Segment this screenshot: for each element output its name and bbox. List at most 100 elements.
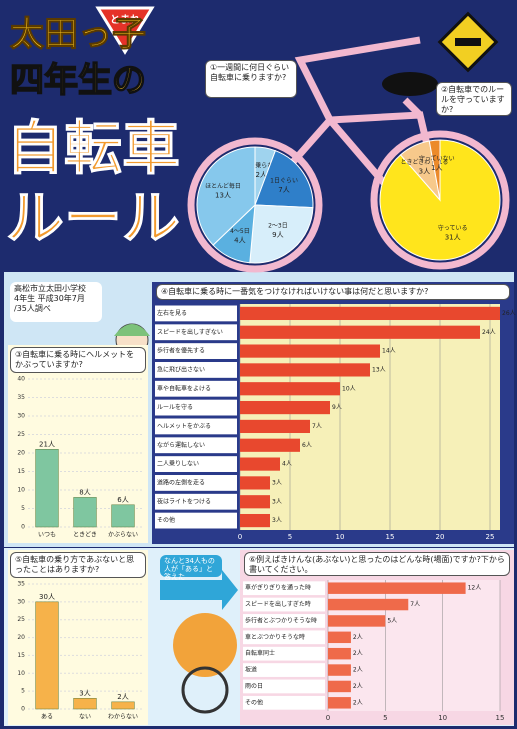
slice-label: 1日ぐらい	[270, 177, 298, 184]
value-label: 13人	[372, 366, 386, 373]
slice-label: 4〜5日	[230, 228, 250, 235]
value-label: 12人	[468, 585, 482, 592]
y-tick-label: 20	[17, 450, 25, 457]
y-tick-label: その他	[157, 516, 175, 524]
bar	[328, 615, 385, 626]
bar	[240, 307, 500, 320]
bar	[328, 697, 351, 708]
bar	[240, 476, 270, 489]
x-tick-label: 0	[326, 714, 330, 722]
slice-value: 3人	[419, 168, 430, 176]
bar	[74, 698, 97, 709]
question: ④自転車に乗る時に一番気をつけなければいけない事は何だと思いますか?	[156, 284, 510, 300]
bar	[240, 457, 280, 470]
bar	[240, 401, 330, 414]
value-label: 2人	[117, 693, 128, 701]
bar	[328, 582, 466, 593]
x-tick-label: ときどき	[73, 531, 97, 539]
x-tick-label: いつも	[38, 532, 56, 539]
value-label: 21人	[39, 440, 55, 448]
bar	[112, 702, 135, 709]
bar	[36, 449, 59, 527]
y-tick-label: 車がぎりぎりを通った時	[245, 584, 311, 592]
y-tick-label: 歩行者とぶつかりそうな時	[245, 616, 317, 624]
y-tick-label: 35	[17, 581, 25, 588]
poster: とまれ 太田っ子 四年生の 自転車 ルール 毎日乗らない2人1日ぐらい7人2〜3…	[0, 0, 517, 729]
y-tick-label: 40	[17, 376, 25, 383]
value-label: 7人	[410, 601, 420, 608]
y-tick-label: その他	[245, 698, 263, 706]
callout: なんと34人もの人が「ある」と答えた	[160, 555, 222, 577]
y-tick-label: 夜はライトをつける	[157, 497, 211, 505]
value-label: 4人	[282, 461, 292, 468]
x-tick-label: 20	[436, 533, 445, 541]
bar	[328, 599, 408, 610]
school-line: 高松市立太田小学校	[14, 284, 98, 294]
x-tick-label: 10	[438, 714, 447, 722]
y-tick-label: 5	[21, 505, 25, 512]
slice-value: 1人	[431, 164, 442, 172]
slice-label: 2〜3日	[268, 223, 288, 230]
question: ①一週間に何日ぐらい自転車に乗りますか?	[205, 60, 297, 98]
y-tick-label: 坂道	[245, 666, 257, 674]
y-tick-label: 15	[17, 652, 25, 659]
x-tick-label: 5	[383, 714, 387, 722]
value-label: 7人	[312, 423, 322, 430]
school-line: /35人調べ	[14, 304, 98, 314]
question: ②自転車でのルールを守っていますか?	[436, 82, 512, 116]
school-note: 高松市立太田小学校 4年生 平成30年7月 /35人調べ	[10, 282, 102, 322]
value-label: 3人	[272, 498, 282, 505]
slice-value: 13人	[215, 191, 231, 199]
x-tick-label: 10	[336, 533, 345, 541]
y-tick-label: 0	[21, 706, 25, 713]
bar	[112, 505, 135, 527]
bar	[240, 514, 270, 527]
y-tick-label: 20	[17, 634, 25, 641]
value-label: 3人	[79, 689, 90, 697]
slice-value: 7人	[278, 186, 289, 194]
y-tick-label: 車や自転車をよける	[157, 384, 211, 392]
x-tick-label: 25	[486, 533, 495, 541]
y-tick-label: 歩行者を優先する	[157, 347, 205, 355]
bar	[240, 420, 310, 433]
question: ⑥例えばきけんな(あぶない)と思ったのはどんな時(場面)ですか?下から書いてくだ…	[244, 552, 510, 576]
bar	[36, 602, 59, 709]
road-sign-icon	[455, 38, 481, 46]
value-label: 26人	[502, 310, 516, 317]
y-tick-label: 車とぶつかりそうな時	[245, 633, 305, 641]
value-label: 24人	[482, 329, 496, 336]
bar	[240, 382, 340, 395]
bar	[240, 363, 370, 376]
value-label: 2人	[353, 699, 363, 706]
saddle	[382, 72, 438, 96]
y-tick-label: ルールを守る	[157, 403, 193, 411]
x-tick-label: 5	[288, 533, 292, 541]
value-label: 6人	[302, 442, 312, 449]
value-label: 6人	[117, 496, 128, 504]
bar	[328, 632, 351, 643]
y-tick-label: 10	[17, 487, 25, 494]
title-line: ルール	[6, 184, 180, 252]
y-tick-label: 急に飛び出さない	[157, 365, 205, 373]
y-tick-label: スピードを出しすぎない	[157, 328, 223, 336]
question: ③自転車に乗る時にヘルメットをかぶっていますか?	[10, 347, 146, 373]
y-tick-label: 自転車同士	[245, 649, 275, 657]
y-tick-label: ながら運転しない	[157, 441, 205, 449]
bar	[74, 497, 97, 527]
y-tick-label: 30	[17, 413, 25, 420]
slice-label: 守っていない	[419, 155, 455, 163]
y-tick-label: 30	[17, 598, 25, 605]
bar	[240, 344, 380, 357]
y-tick-label: 雨の日	[245, 683, 263, 690]
y-tick-label: 0	[21, 524, 25, 531]
value-label: 2人	[353, 683, 363, 690]
value-label: 2人	[353, 650, 363, 657]
y-tick-label: 10	[17, 670, 25, 677]
x-tick-label: 15	[386, 533, 395, 541]
slice-value: 31人	[445, 234, 461, 242]
value-label: 3人	[272, 517, 282, 524]
question: ⑤自転車の乗り方であぶないと思ったことはありますか?	[10, 552, 146, 578]
y-tick-label: 25	[17, 431, 25, 438]
value-label: 8人	[79, 488, 90, 496]
value-label: 9人	[332, 404, 342, 411]
